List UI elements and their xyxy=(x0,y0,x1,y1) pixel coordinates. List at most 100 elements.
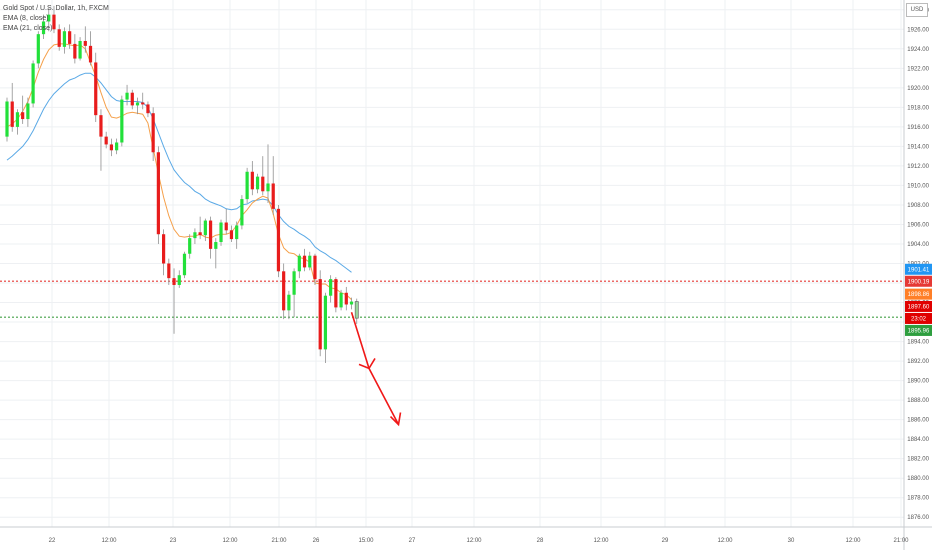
candle-body xyxy=(198,232,202,236)
candle-body xyxy=(26,103,30,120)
candle-body xyxy=(10,101,14,127)
y-tick-label: 1910.00 xyxy=(907,183,929,189)
y-tick-label: 1918.00 xyxy=(907,105,929,111)
candle-body xyxy=(329,279,333,296)
y-tick-label: 1880.00 xyxy=(907,476,929,482)
candle-body xyxy=(162,234,166,264)
chart-title: Gold Spot / U.S. Dollar, 1h, FXCM xyxy=(3,5,109,12)
price-axis[interactable]: 1876.00 1878.00 1880.00 1882.00 1884.00 1886.… xyxy=(903,0,930,550)
candle-body xyxy=(47,14,51,22)
time-axis[interactable]: 22 12:00 23 12:00 21:00 26 15:00 27 12:00 28 12:00… xyxy=(0,526,932,544)
candle-body xyxy=(36,34,40,64)
y-tick-label: 1878.00 xyxy=(907,496,929,502)
candle-body xyxy=(282,271,286,311)
candle-body xyxy=(339,292,343,308)
candle-body xyxy=(313,255,317,280)
candle-body xyxy=(224,222,228,231)
candle-body xyxy=(182,253,187,276)
price-tag-box xyxy=(905,312,932,324)
candle-body xyxy=(245,171,249,200)
x-tick-label: 12:00 xyxy=(593,538,609,544)
candles xyxy=(5,5,359,364)
chart-legend: Gold Spot / U.S. Dollar, 1h, FXCM EMA (8… xyxy=(3,4,109,34)
candle-body xyxy=(266,183,270,192)
y-tick-label: 1926.00 xyxy=(907,27,929,33)
y-tick-label: 1922.00 xyxy=(907,66,929,72)
price-tag-box xyxy=(905,300,932,312)
candle-body xyxy=(41,21,46,35)
y-tick-label: 1904.00 xyxy=(907,242,929,248)
price-tag-label: 1895.96 xyxy=(908,328,930,334)
currency-button[interactable]: USD xyxy=(906,3,928,17)
candle-body xyxy=(156,152,160,235)
y-tick-label: 1882.00 xyxy=(907,457,929,463)
price-tag-label: 23:02 xyxy=(911,316,927,322)
candle-body xyxy=(167,263,171,279)
candle-body xyxy=(208,220,213,249)
x-tick-label: 22 xyxy=(49,538,56,544)
x-tick-label: 12:00 xyxy=(101,538,117,544)
x-tick-label: 15:00 xyxy=(358,538,374,544)
x-tick-label: 21:00 xyxy=(893,538,909,544)
y-tick-label: 1892.00 xyxy=(907,359,929,365)
candle-body xyxy=(349,301,354,305)
candle-body xyxy=(52,14,56,30)
candle-body xyxy=(73,43,77,59)
x-tick-label: 12:00 xyxy=(466,538,482,544)
candle-body xyxy=(308,255,312,268)
x-tick-label: 27 xyxy=(409,538,416,544)
grid xyxy=(0,0,904,527)
candle-body xyxy=(15,112,20,127)
x-tick-label: 26 xyxy=(313,538,320,544)
candle-body xyxy=(31,63,35,104)
ema21-legend-label: EMA (21, close) xyxy=(3,25,53,32)
y-tick-label: 1890.00 xyxy=(907,379,929,385)
ema8-legend-label: EMA (8, close) xyxy=(3,15,49,22)
candle-body xyxy=(57,29,61,47)
candle-body xyxy=(104,136,108,145)
price-tag-label: 1900.19 xyxy=(908,279,930,285)
arrow-annotation xyxy=(350,312,402,427)
price-tag-label: 1901.41 xyxy=(908,267,930,273)
candle-body xyxy=(287,294,291,311)
x-tick-label: 28 xyxy=(537,538,544,544)
candle-body xyxy=(334,279,338,308)
candle-body xyxy=(240,199,244,226)
candle-body xyxy=(5,101,9,137)
candle-body xyxy=(62,31,67,47)
candle-body xyxy=(94,62,98,116)
x-tick-label: 12:00 xyxy=(222,538,238,544)
candle-body xyxy=(172,278,176,285)
candle-body xyxy=(88,45,93,63)
x-tick-label: 23 xyxy=(170,538,177,544)
x-tick-label: 12:00 xyxy=(845,538,861,544)
candle-body xyxy=(109,144,113,151)
y-tick-label: 1876.00 xyxy=(907,515,929,521)
candle-body xyxy=(130,92,134,106)
x-tick-label: 12:00 xyxy=(717,538,733,544)
candle-body xyxy=(203,220,207,236)
price-tag-box xyxy=(905,263,932,275)
candle-body xyxy=(135,102,140,106)
price-tag-label: 1897.60 xyxy=(908,304,930,310)
candle-body xyxy=(21,112,25,120)
candle-body xyxy=(219,222,223,243)
candle-body xyxy=(354,301,359,319)
price-tag-box xyxy=(905,324,932,336)
candle-body xyxy=(141,102,145,105)
candle-body xyxy=(214,242,218,249)
x-tick-label: 30 xyxy=(788,538,795,544)
arrow-head xyxy=(389,412,402,427)
candle-body xyxy=(250,171,254,190)
candle-body xyxy=(255,176,260,190)
candle-body xyxy=(120,99,124,143)
arrow-mid-chevron xyxy=(358,358,376,370)
y-tick-label: 1920.00 xyxy=(907,86,929,92)
candle-body xyxy=(276,208,281,272)
candle-body xyxy=(146,104,150,114)
candle-body xyxy=(193,232,197,239)
candle-body xyxy=(125,92,129,100)
y-tick-label: 1916.00 xyxy=(907,125,929,131)
